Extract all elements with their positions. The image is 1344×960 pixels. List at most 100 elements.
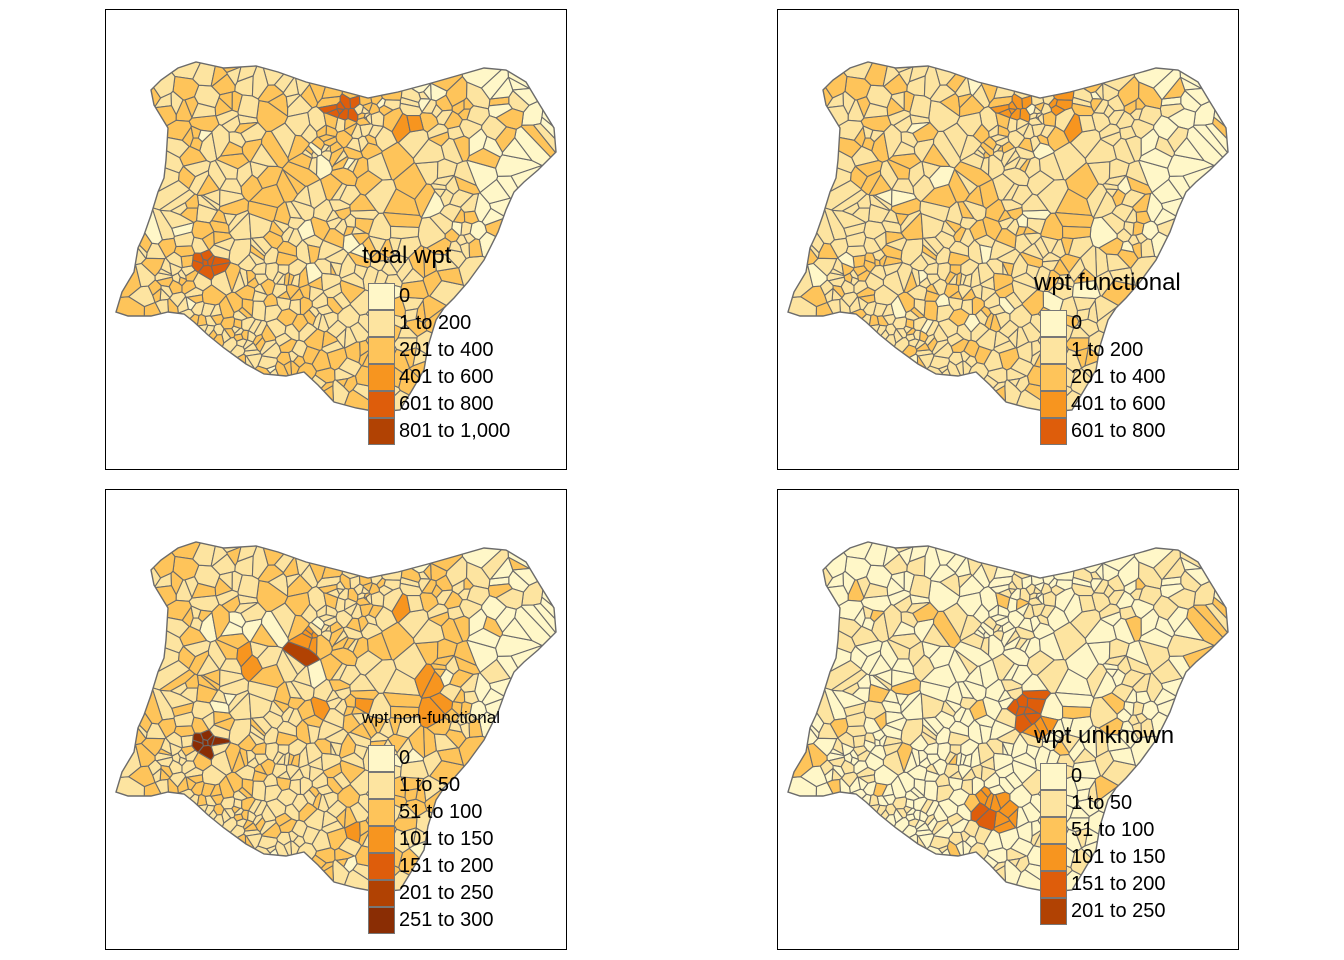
lga-region — [909, 574, 932, 599]
nigeria-lga-map — [115, 61, 557, 413]
lga-region — [1156, 216, 1228, 274]
lga-region — [313, 258, 332, 275]
lga-region — [448, 240, 463, 253]
lga-region — [368, 212, 392, 241]
legend-swatch — [1040, 817, 1067, 844]
lga-region — [353, 263, 369, 281]
lga-region — [908, 62, 934, 83]
lga-region — [800, 833, 919, 892]
lga-region — [897, 291, 915, 314]
lga-region — [494, 126, 517, 154]
lga-region — [272, 864, 336, 892]
legend-label: 0 — [399, 285, 411, 307]
lga-region — [510, 644, 556, 718]
lga-region — [989, 134, 1010, 143]
legend-swatch — [1040, 364, 1067, 391]
lga-region — [234, 327, 245, 336]
lga-region — [116, 209, 147, 266]
lga-region — [310, 216, 331, 241]
lga-region — [259, 542, 313, 566]
lga-region — [324, 145, 332, 152]
lga-region — [349, 242, 372, 261]
lga-region — [116, 62, 176, 99]
lga-region — [181, 280, 197, 295]
legend-swatch — [368, 745, 395, 772]
legend-item: 151 to 200 — [368, 853, 494, 880]
lga-region — [941, 367, 964, 412]
lga-region — [856, 96, 871, 119]
lga-region — [906, 327, 917, 336]
lga-region — [303, 328, 325, 351]
lga-region — [1146, 192, 1164, 223]
lga-region — [944, 864, 1008, 892]
legend-item: 1 to 200 — [368, 310, 471, 337]
lga-region — [308, 285, 324, 303]
lga-region — [404, 308, 419, 322]
legend-item: 201 to 250 — [368, 880, 494, 907]
legend-label: 801 to 1,000 — [399, 420, 511, 442]
lga-region — [510, 164, 556, 238]
lga-region — [1182, 164, 1228, 238]
lga-region — [788, 209, 819, 266]
legend-swatch — [368, 364, 395, 391]
legend-swatch — [368, 418, 395, 445]
lga-region — [975, 328, 997, 351]
lga-region — [185, 294, 204, 304]
map-panel-total-wpt: total wpt 0 1 to 200 201 to 400 401 to 600 60… — [105, 9, 567, 470]
lga-region — [256, 165, 284, 190]
legend-item: 251 to 300 — [368, 907, 494, 934]
legend-swatch — [368, 337, 395, 364]
nigeria-lga-map — [115, 541, 557, 893]
lga-region — [343, 213, 357, 228]
lga-region — [369, 542, 404, 581]
lga-region — [263, 246, 279, 265]
lga-region — [1021, 289, 1044, 316]
lga-region — [1041, 542, 1076, 581]
lga-region — [286, 284, 301, 300]
legend-title: wpt non-functional — [362, 708, 500, 727]
lga-region — [453, 160, 478, 187]
lga-region — [480, 114, 508, 141]
legend-label: 601 to 800 — [399, 393, 494, 415]
lga-region — [1103, 103, 1116, 119]
lga-region — [420, 190, 445, 219]
lga-region — [337, 107, 350, 121]
lga-region — [985, 258, 1004, 275]
lga-region — [225, 291, 243, 314]
lga-region — [269, 367, 292, 412]
lga-region — [286, 854, 328, 892]
lga-region — [507, 542, 556, 574]
lga-region — [251, 300, 267, 322]
lga-region — [484, 216, 556, 274]
legend-label: 401 to 600 — [399, 366, 494, 388]
lga-region — [993, 542, 1024, 580]
lga-region — [422, 82, 432, 101]
lga-region — [919, 330, 929, 343]
legend-item: 101 to 150 — [1040, 844, 1166, 871]
lga-region — [387, 62, 432, 94]
lga-region — [1030, 78, 1045, 107]
lga-region — [326, 296, 344, 315]
legend-item: 0 — [368, 283, 410, 310]
lga-region — [868, 313, 880, 327]
lga-region — [1038, 151, 1065, 181]
legend-swatch — [368, 880, 395, 907]
lga-region — [1021, 242, 1044, 261]
lga-region — [813, 301, 843, 412]
lga-region — [958, 374, 1000, 412]
legend-label: 0 — [1071, 312, 1083, 334]
legend-swatch — [1040, 763, 1067, 790]
legend-item: 151 to 200 — [1040, 871, 1166, 898]
lga-region — [211, 542, 267, 554]
lga-region — [1105, 253, 1132, 272]
lga-region — [1125, 160, 1150, 187]
lga-region — [161, 328, 218, 407]
country-outline — [787, 61, 1229, 413]
lga-region — [1152, 114, 1180, 141]
legend-swatch — [1040, 337, 1067, 364]
lga-region — [1004, 149, 1021, 166]
lga-region — [251, 780, 267, 802]
lga-region — [311, 150, 319, 159]
lga-region — [1030, 558, 1045, 587]
lga-region — [944, 384, 1008, 412]
